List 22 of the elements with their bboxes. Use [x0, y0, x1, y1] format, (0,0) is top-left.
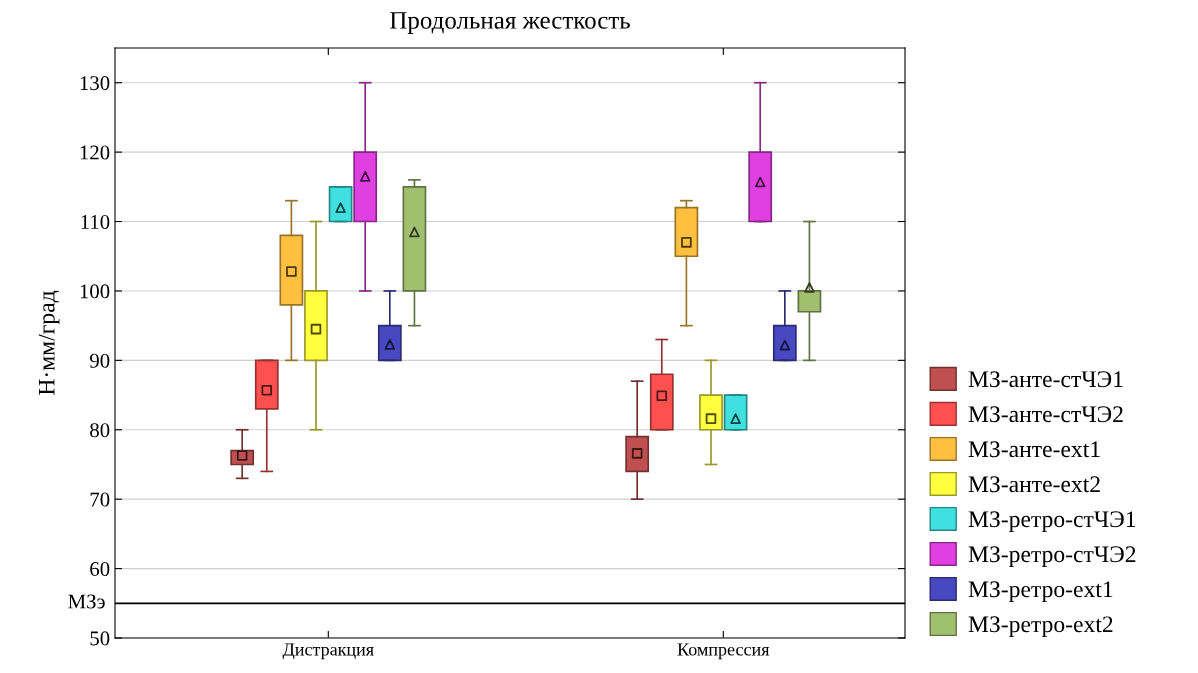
y-tick-label: 130 [80, 76, 110, 91]
y-tick-label: 100 [80, 284, 110, 299]
y-axis-title: Н·мм/град [38, 290, 60, 395]
y-tick-label: 120 [80, 145, 110, 160]
legend-label: МЗ-ретро-ext1 [968, 581, 1113, 603]
legend-label: МЗ-анте-ext1 [968, 441, 1100, 458]
legend-label: МЗ-анте-стЧЭ1 [968, 371, 1123, 388]
y-tick-label: 60 [90, 561, 110, 577]
y-tick-label: 70 [90, 492, 110, 507]
y-tick-label: 50 [90, 631, 110, 646]
y-tick-label: 90 [89, 353, 110, 368]
legend-label: МЗ-анте-стЧЭ2 [968, 406, 1123, 423]
x-tick-label: Компрессия [677, 643, 770, 660]
chart-title: Продольная жесткость [390, 12, 630, 34]
legend-label: МЗ-ретро-стЧЭ1 [968, 511, 1136, 532]
legend-label: МЗ-ретро-ext2 [968, 616, 1113, 638]
y-tick-label: 110 [81, 214, 110, 229]
x-tick-label: Дистракция [282, 643, 374, 660]
y-tick-label: 80 [90, 423, 110, 438]
legend-label: МЗ-ретро-стЧЭ2 [968, 546, 1136, 568]
legend-label: МЗ-анте-ext2 [968, 476, 1100, 493]
ref-line-label: МЗэ [68, 594, 105, 609]
